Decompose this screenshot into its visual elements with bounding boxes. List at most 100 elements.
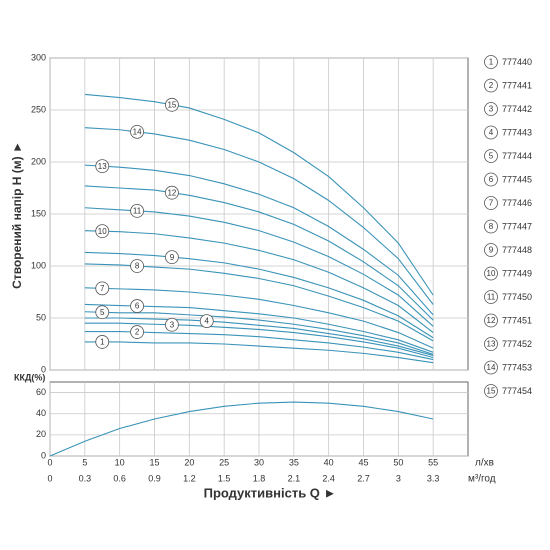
legend-badge	[484, 125, 498, 140]
x-tick-label: 20	[184, 457, 194, 467]
curve-badge	[199, 314, 214, 329]
y-tick-label: 100	[31, 260, 46, 270]
legend-label: 777447	[502, 221, 532, 231]
curve-label: 11	[133, 206, 142, 215]
x2-tick-label: 3.3	[427, 473, 440, 483]
curve-label: 8	[135, 262, 140, 271]
legend-badge	[484, 360, 498, 375]
curve-label: 14	[133, 127, 142, 136]
legend-number: 6	[489, 175, 494, 184]
curve-label: 6	[135, 302, 140, 311]
data-line	[84, 341, 434, 364]
legend-number: 3	[489, 105, 494, 114]
legend-label: 777440	[502, 57, 532, 67]
x2-tick-label: 2.7	[357, 473, 370, 483]
x2-tick-label: 1.2	[183, 473, 196, 483]
y-tick-label: 0	[41, 364, 46, 374]
x2-tick-label: 1.8	[253, 473, 266, 483]
legend-badge	[484, 337, 498, 351]
legend-label: 777453	[502, 362, 532, 372]
legend-badge	[484, 102, 498, 116]
legend-label: 777449	[502, 268, 532, 278]
y-tick-label: 0	[41, 450, 46, 460]
legend-badge	[484, 313, 498, 328]
data-line	[84, 230, 434, 333]
legend-number: 10	[487, 269, 496, 278]
legend-label: 777445	[502, 174, 532, 184]
legend-label: 777442	[502, 104, 532, 114]
curve-label: 13	[98, 162, 107, 171]
legend-number: 2	[489, 81, 494, 90]
legend-label: 777441	[502, 80, 532, 90]
x-tick-label: 5	[82, 457, 87, 467]
curve-badge	[165, 250, 179, 265]
curve-label: 15	[167, 100, 176, 109]
curve-label: 7	[100, 284, 105, 293]
legend-label: 777448	[502, 245, 532, 255]
x-tick-label: 50	[393, 457, 403, 467]
y-axis-title: ККД(%)	[14, 372, 45, 382]
data-line	[84, 287, 434, 349]
legend-label: 777443	[502, 127, 532, 137]
y-tick-label: 50	[36, 312, 46, 322]
y-axis-title: Створений напір H (м) ►	[10, 141, 24, 289]
x-tick-label: 25	[219, 457, 229, 467]
legend-number: 11	[487, 293, 496, 302]
curve-label: 9	[170, 253, 175, 262]
legend-number: 15	[487, 387, 496, 396]
curve-badge	[95, 159, 110, 174]
curve-badge	[95, 281, 110, 296]
data-line	[84, 93, 434, 296]
x2-tick-label: 1.5	[218, 473, 231, 483]
curve-badge	[165, 185, 179, 200]
legend-number: 5	[489, 152, 494, 161]
legend-number: 7	[489, 199, 494, 208]
curve-badge	[130, 259, 144, 273]
legend-label: 777446	[502, 198, 532, 208]
x-tick-label: 40	[324, 457, 334, 467]
curve-label: 1	[100, 338, 105, 347]
data-line	[84, 164, 434, 316]
curve-badge	[95, 335, 110, 349]
legend-label: 777444	[502, 151, 532, 161]
x2-tick-label: 0	[47, 473, 52, 483]
curve-badge	[130, 299, 144, 313]
legend-number: 9	[489, 246, 494, 255]
legend-number: 12	[487, 316, 496, 325]
legend-badge	[484, 55, 498, 69]
curve-badge	[95, 224, 110, 239]
legend-label: 777452	[502, 339, 532, 349]
y-tick-label: 200	[31, 156, 46, 166]
legend-badge	[484, 172, 498, 187]
curve-badge	[130, 124, 144, 139]
legend-badge	[484, 149, 498, 163]
x2-tick-label: 2.4	[322, 473, 335, 483]
legend-number: 14	[487, 363, 496, 372]
data-line	[49, 401, 434, 457]
legend-label: 777450	[502, 292, 532, 302]
legend-badge	[484, 266, 498, 281]
data-line	[84, 185, 434, 321]
curve-label: 4	[205, 317, 210, 326]
x2-tick-label: 0.6	[113, 473, 126, 483]
curve-badge	[95, 305, 110, 320]
curve-badge	[165, 317, 179, 332]
x-tick-label: 35	[289, 457, 299, 467]
data-line	[84, 311, 434, 355]
x2-tick-label: 0.9	[148, 473, 161, 483]
curve-badge	[130, 203, 144, 218]
data-line	[84, 317, 434, 356]
x-unit: л/хв	[475, 458, 494, 469]
legend-badge	[484, 78, 498, 93]
curve-label: 2	[135, 328, 140, 337]
x-tick-label: 45	[358, 457, 368, 467]
x-tick-label: 30	[254, 457, 264, 467]
y-tick-label: 300	[31, 52, 46, 62]
y-tick-label: 40	[36, 408, 46, 418]
y-tick-label: 150	[31, 208, 46, 218]
x-tick-label: 0	[47, 457, 52, 467]
x2-tick-label: 3	[396, 473, 401, 483]
legend-number: 4	[489, 128, 494, 137]
curve-badge	[165, 97, 179, 112]
